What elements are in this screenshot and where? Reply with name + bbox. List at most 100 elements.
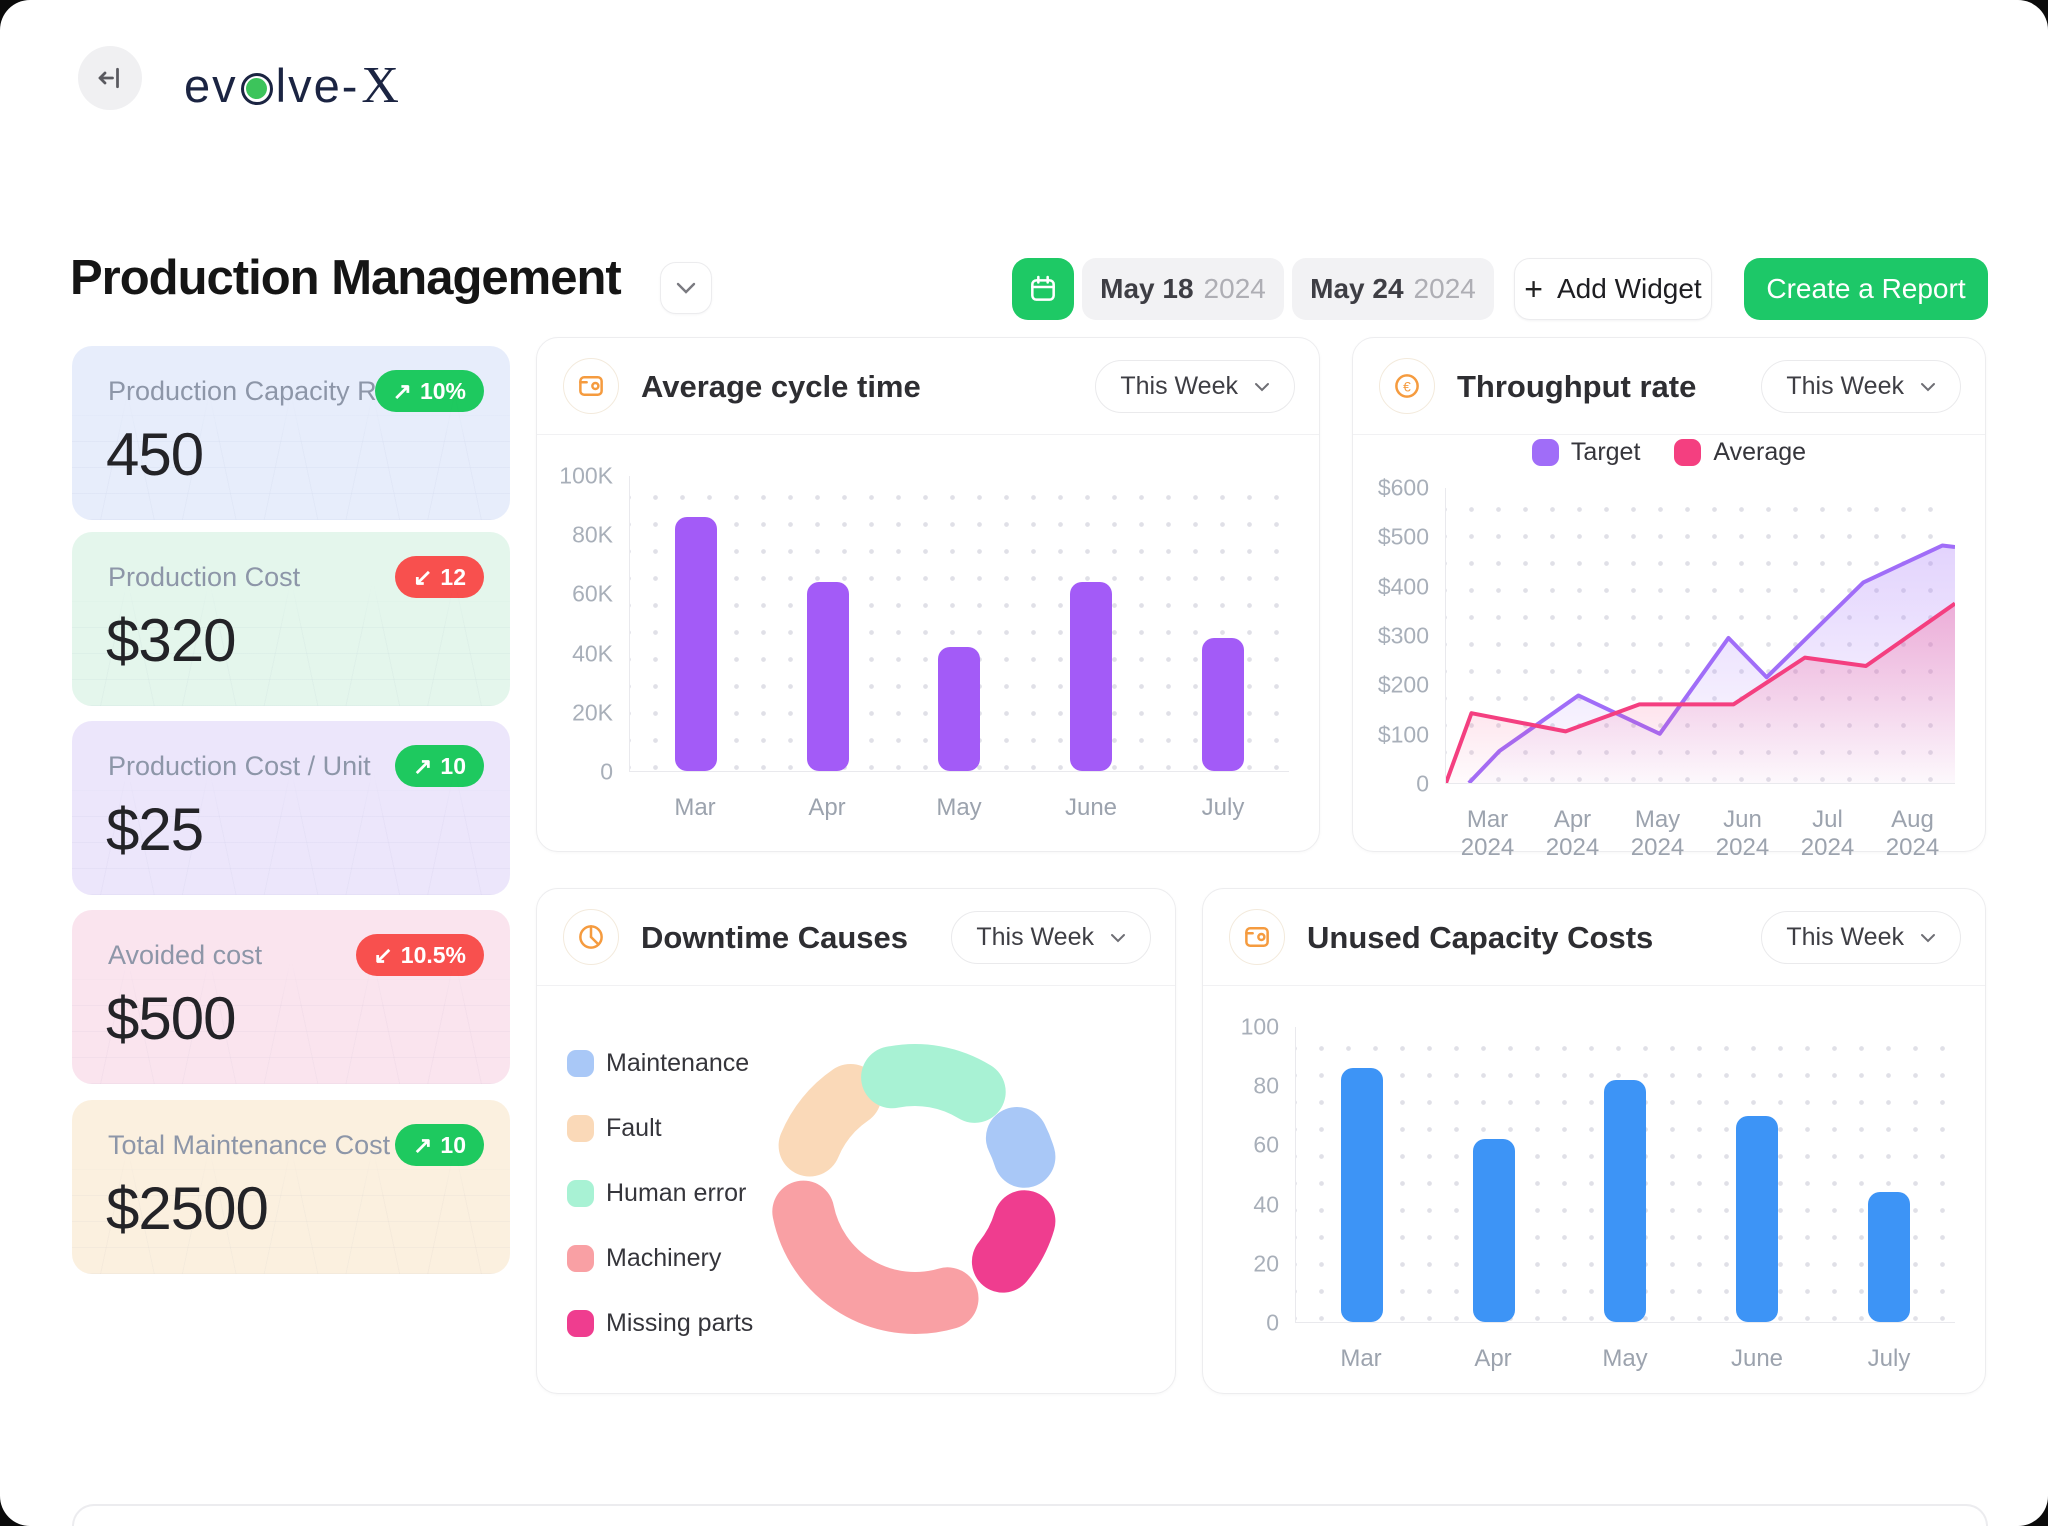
bar-slot [1157,476,1289,771]
y-tick: 40 [1253,1191,1279,1218]
bar [1340,1068,1383,1322]
bar-chart-average-cycle-time: 100K 80K 60K 40K 20K 0 Mar Apr May June July [559,463,1289,822]
panel-throughput-rate: € Throughput rate This Week Target Avera… [1352,337,1986,861]
x-axis-labels: Mar Apr May June July [1295,1345,1955,1373]
legend-item-missing-parts: Missing parts [567,1309,753,1338]
chart-legend: Target Average [1353,438,1985,467]
euro-coin-icon: € [1395,374,1419,398]
panel-average-cycle-time: Average cycle time This Week 100K 80K 60K 4… [536,337,1320,852]
svg-text:€: € [1403,379,1411,394]
kpi-badge-value: 10 [440,1131,466,1158]
kpi-label: Production Cost [108,562,301,592]
y-tick: $300 [1377,622,1429,649]
legend-label: Missing parts [606,1309,754,1337]
wallet-icon [579,376,603,396]
trend-arrow-up-icon: ↗ [413,1131,433,1158]
kpi-card-avoided-cost: Avoided cost ↙ 10.5% $500 [72,910,510,1084]
chevron-down-icon [1921,933,1935,942]
legend-label: Fault [606,1114,662,1142]
bar-slot [1296,1027,1428,1322]
legend-item-fault: Fault [567,1114,753,1143]
bar-slot [1025,476,1157,771]
y-tick: $600 [1377,474,1429,501]
kpi-card-production-capacity-rate: Production Capacity Rate ↗ 10% 450 [72,346,510,520]
y-tick: $500 [1377,523,1429,550]
area-fill-average [1446,603,1955,783]
donut-segment-fault [778,1064,882,1177]
legend-label: Target [1570,438,1641,466]
panel-header: Average cycle time This Week [537,338,1319,435]
kpi-card-production-cost-unit: Production Cost / Unit ↗ 10 $25 [72,721,510,895]
logo-o-dot-icon [240,72,273,105]
calendar-button[interactable] [1012,258,1074,320]
range-label: This Week [1786,923,1904,951]
create-report-button[interactable]: Create a Report [1744,258,1988,320]
legend-item-machinery: Machinery [567,1244,753,1273]
legend-label: Average [1713,438,1807,466]
kpi-label: Avoided cost [108,940,263,970]
kpi-badge-value: 10% [419,377,466,404]
bar [1472,1139,1515,1322]
y-axis-ticks: $600 $500 $400 $300 $200 $100 0 [1377,475,1445,797]
panel-title: Throughput rate [1457,369,1697,404]
x-axis-labels: Mar Apr May June July [629,794,1289,822]
legend-label: Machinery [606,1244,722,1272]
kpi-trend-badge: ↙ 12 [395,556,484,598]
panel-title: Downtime Causes [641,920,909,955]
page-title: Production Management [70,251,622,305]
bar-slot [1428,1027,1560,1322]
y-tick: 80 [1253,1072,1279,1099]
bar-chart-unused-capacity: 100 80 60 40 20 0 Mar Apr May June July [1229,1014,1955,1373]
x-tick: Apr [808,794,846,821]
arrow-left-to-bar-icon [98,67,119,89]
collapse-sidebar-button[interactable] [78,46,142,110]
kpi-card-total-maintenance-cost: Total Maintenance Cost ↗ 10 $2500 [72,1100,510,1274]
bar-slot [1823,1027,1955,1322]
y-tick: 0 [1416,770,1429,797]
date-to-chip[interactable]: May 24 2024 [1292,258,1494,320]
line-average [1446,604,1955,783]
kpi-label: Total Maintenance Cost [108,1130,391,1160]
euro-coin-icon-badge: € [1379,358,1435,414]
bar [1604,1080,1647,1322]
range-dropdown[interactable]: This Week [951,911,1151,964]
chevron-down-icon [1921,382,1935,391]
kpi-label: Production Capacity Rate [108,376,415,406]
kpi-trend-badge: ↙ 10.5% [355,934,484,976]
chevron-down-icon [676,282,696,294]
x-tick: May [936,794,982,821]
x-tick: July [1867,1345,1911,1372]
date-from-day: May 18 [1100,273,1194,304]
donut-chart-downtime [772,1044,1056,1334]
y-tick: 80K [572,521,613,548]
x-tick: Aug 2024 [1885,806,1940,861]
date-from-chip[interactable]: May 18 2024 [1082,258,1284,320]
donut-segment-machinery [772,1180,979,1334]
donut-legend: Maintenance Fault Human error Machinery Miss… [567,1049,753,1374]
bar [1202,638,1245,771]
range-dropdown[interactable]: This Week [1761,360,1961,413]
kpi-value: $25 [106,796,204,863]
plus-icon: + [1524,271,1543,307]
x-tick: July [1201,794,1245,821]
legend-item-average: Average [1674,438,1806,467]
bar-slot [1691,1027,1823,1322]
x-tick: Mar 2024 [1460,806,1515,861]
kpi-trend-badge: ↗ 10% [374,370,484,412]
add-widget-button[interactable]: + Add Widget [1514,258,1712,320]
range-dropdown[interactable]: This Week [1761,911,1961,964]
title-dropdown-button[interactable] [660,262,712,314]
y-tick: 0 [600,758,613,785]
x-tick: Apr 2024 [1545,806,1600,861]
pie-chart-icon-badge [563,909,619,965]
kpi-card-production-cost: Production Cost ↙ 12 $320 [72,532,510,706]
y-tick: $100 [1377,721,1429,748]
legend-item-target: Target [1531,438,1641,467]
range-dropdown[interactable]: This Week [1095,360,1295,413]
brand-logo[interactable]: ev lve- X [184,56,401,115]
bar [674,517,717,771]
wallet-icon-badge [1229,909,1285,965]
kpi-value: $500 [106,985,236,1052]
y-tick: 60 [1253,1131,1279,1158]
range-label: This Week [1120,372,1238,400]
